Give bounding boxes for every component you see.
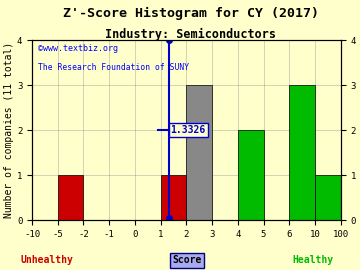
Y-axis label: Number of companies (11 total): Number of companies (11 total)	[4, 42, 14, 218]
Text: Industry: Semiconductors: Industry: Semiconductors	[105, 28, 276, 41]
Bar	[315, 175, 341, 220]
Bar	[161, 175, 186, 220]
Text: 1.3326: 1.3326	[171, 125, 206, 135]
Bar	[238, 130, 264, 220]
Text: The Research Foundation of SUNY: The Research Foundation of SUNY	[38, 63, 189, 72]
Bar	[289, 85, 315, 220]
Text: ©www.textbiz.org: ©www.textbiz.org	[38, 44, 118, 53]
Text: Z'-Score Histogram for CY (2017): Z'-Score Histogram for CY (2017)	[63, 7, 319, 20]
Bar	[186, 85, 212, 220]
Text: Score: Score	[172, 255, 202, 265]
Text: Unhealthy: Unhealthy	[21, 255, 73, 265]
Bar	[58, 175, 84, 220]
Text: Healthy: Healthy	[293, 255, 334, 265]
